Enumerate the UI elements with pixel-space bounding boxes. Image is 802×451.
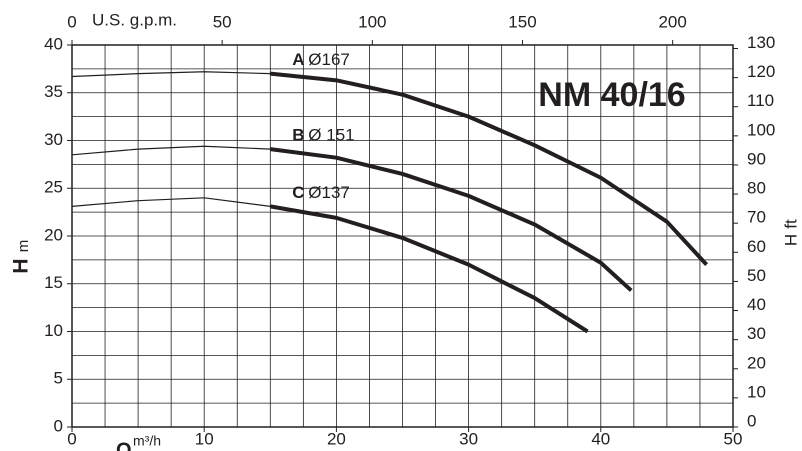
curve-thin	[71, 197, 271, 207]
x-tick-label: 20	[327, 429, 346, 448]
y2-tick-label: 70	[747, 208, 766, 227]
y-tick-label: 5	[54, 369, 63, 388]
y2-tick-label: 50	[747, 266, 766, 285]
y2-tick-label: 130	[747, 33, 775, 52]
x2-tick-label: 0	[67, 12, 76, 31]
x2-tick-label: 50	[213, 12, 232, 31]
y2-axis-label: H	[781, 234, 800, 246]
y2-tick-label: 40	[747, 295, 766, 314]
x-tick-label: 10	[195, 429, 214, 448]
series-diameter: Ø167	[308, 50, 350, 69]
y-tick-label: 40	[44, 34, 63, 53]
y-axis-label: H	[10, 258, 33, 273]
top-axis-label: U.S. g.p.m.	[92, 10, 177, 29]
y-tick-label: 20	[44, 225, 63, 244]
curve	[270, 147, 633, 292]
y2-tick-label: 100	[747, 120, 775, 139]
x-tick-label: 40	[591, 429, 610, 448]
y-axis-unit: m	[15, 240, 32, 253]
curve	[269, 204, 589, 334]
series-name: B	[292, 126, 304, 145]
y2-tick-label: 60	[747, 237, 766, 256]
chart-title: NM 40/16	[538, 76, 685, 114]
series-diameter: Ø137	[308, 183, 350, 202]
x2-tick-label: 200	[658, 12, 686, 31]
y2-tick-label: 90	[747, 149, 766, 168]
y2-tick-label: 0	[747, 411, 756, 430]
y2-tick-label: 30	[747, 324, 766, 343]
y2-axis-unit: ft	[781, 219, 800, 229]
x2-tick-label: 100	[358, 12, 386, 31]
series-name: A	[292, 50, 304, 69]
y-tick-label: 10	[44, 321, 63, 340]
y2-tick-label: 120	[747, 62, 775, 81]
x-axis-unit: m³/h	[133, 433, 161, 449]
series-diameter: Ø 151	[308, 126, 354, 145]
x-tick-label: 30	[459, 429, 478, 448]
y-tick-label: 15	[44, 273, 63, 292]
curve	[270, 71, 709, 267]
series-name: C	[292, 183, 304, 202]
x-tick-label: 50	[724, 429, 743, 448]
curve-thin	[71, 145, 271, 156]
y2-tick-label: 110	[747, 91, 774, 110]
x-tick-label: 0	[67, 429, 76, 448]
y-tick-label: 0	[54, 416, 63, 435]
x2-tick-label: 150	[508, 12, 536, 31]
y2-tick-label: 10	[747, 382, 766, 401]
y2-tick-label: 20	[747, 353, 766, 372]
curve-thin	[71, 71, 271, 78]
y-tick-label: 30	[44, 130, 63, 149]
y-axis-title: H m	[10, 240, 33, 274]
y2-axis-title: H ft	[781, 219, 800, 246]
y2-tick-label: 80	[747, 179, 766, 198]
y-tick-label: 25	[44, 178, 63, 197]
y-tick-label: 35	[44, 82, 63, 101]
x-axis-label: Q	[116, 439, 132, 451]
